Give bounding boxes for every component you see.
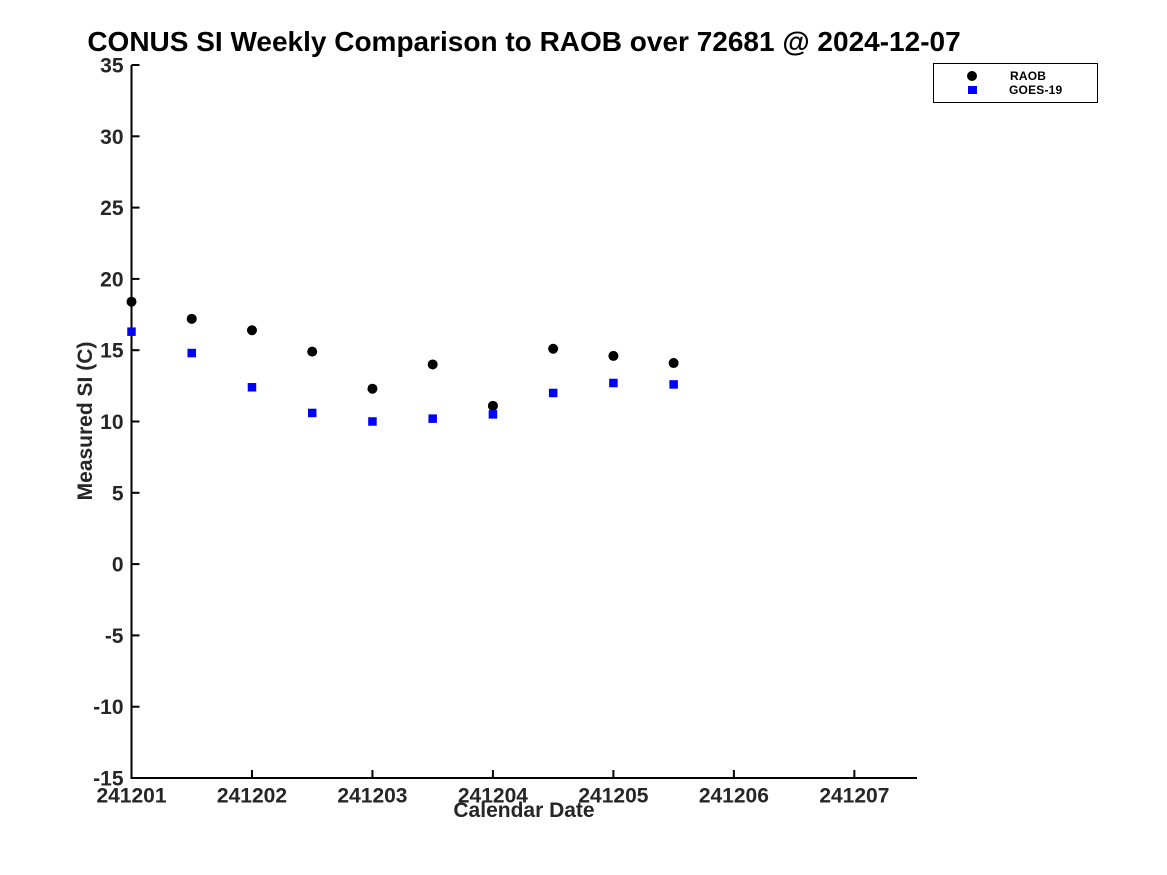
y-tick-label: 10 [100,411,123,434]
goes-19-point [488,410,498,419]
goes-19-marker-icon [968,85,977,95]
goes-19-point [307,408,317,418]
goes-19-point [247,383,257,392]
y-tick-label: -15 [93,768,124,791]
axes-spine [130,65,917,779]
x-tick-label: 241206 [699,785,769,808]
y-tick-label: -10 [93,696,123,719]
chart-title: CONUS SI Weekly Comparison to RAOB over … [87,26,961,57]
legend-label-raob: RAOB [1010,69,1047,83]
x-tick-label: 241207 [819,785,889,808]
raob-point [608,350,619,361]
x-tick-label: 241204 [458,785,528,808]
goes-19-point [548,388,558,398]
y-tick-label: 35 [100,55,124,78]
legend: RAOB GOES-19 [933,63,1098,103]
raob-point [427,359,438,370]
raob-point [186,313,197,324]
raob-point [548,343,559,354]
x-tick-label: 241203 [337,785,407,808]
raob-point [126,296,137,307]
y-tick-label: 30 [100,126,123,149]
x-tick-label: 241201 [96,785,166,808]
goes-19-point [609,378,618,388]
x-tick-label: 241202 [217,785,287,808]
raob-point [367,383,378,394]
goes-19-point [669,380,678,389]
x-tick-label: 241205 [578,785,648,808]
legend-label-goes-19: GOES-19 [1009,83,1063,97]
legend-item-goes-19: GOES-19 [934,83,1097,97]
x-axis-label: Calendar Date [453,799,595,822]
y-tick-label: 20 [100,268,123,291]
y-tick-label: -5 [105,625,124,648]
raob-point [668,358,679,369]
raob-point [246,325,257,336]
goes-19-point [368,417,377,426]
y-tick-label: 15 [100,340,124,363]
legend-item-raob: RAOB [934,69,1097,83]
goes-19-point [187,348,196,358]
goes-19-point [428,414,437,423]
y-tick-label: 0 [112,554,124,577]
y-tick-label: 5 [112,482,124,505]
raob-point [487,400,498,411]
y-tick-label: 25 [100,197,124,220]
raob-marker-icon [967,71,977,81]
goes-19-point [127,327,136,336]
raob-point [307,346,318,357]
